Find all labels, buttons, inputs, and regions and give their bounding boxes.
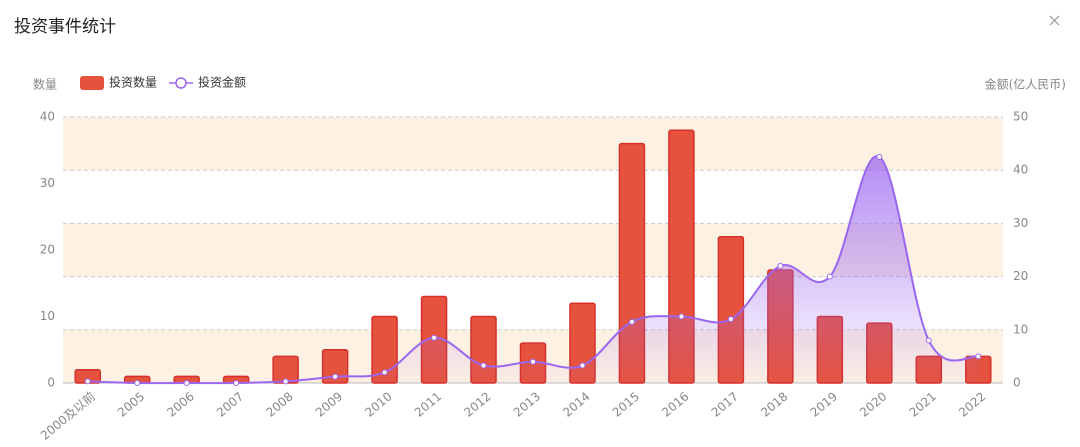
y-tick-label: 10 — [40, 309, 55, 323]
chart-title: 投资事件统计 — [14, 17, 116, 37]
x-tick-label: 2020 — [857, 389, 889, 419]
x-tick-label: 2015 — [610, 389, 642, 419]
x-tick-label: 2019 — [808, 389, 840, 419]
line-point — [826, 273, 833, 280]
line-point — [233, 380, 240, 386]
line-point — [925, 337, 932, 344]
y2-tick-label: 50 — [1013, 110, 1028, 124]
legend-swatch — [175, 77, 187, 89]
y2-tick-label: 30 — [1013, 216, 1028, 230]
legend-label: 投资数量 — [109, 75, 157, 90]
x-tick-label: 2016 — [659, 389, 691, 419]
line-point — [628, 318, 635, 325]
y2-tick-label: 10 — [1013, 322, 1028, 336]
x-tick-label: 2007 — [214, 389, 246, 419]
line-point — [134, 380, 141, 386]
line-point — [876, 153, 883, 160]
split-area — [63, 117, 1003, 171]
y-tick-label: 30 — [40, 176, 55, 190]
line-point — [381, 369, 388, 376]
x-tick-label: 2011 — [412, 389, 444, 419]
x-tick-label: 2005 — [115, 389, 147, 419]
x-tick-label: 2008 — [263, 389, 295, 419]
y2-tick-label: 20 — [1013, 269, 1028, 283]
close-button[interactable] — [1049, 15, 1060, 26]
x-tick-label: 2006 — [164, 389, 196, 419]
y-tick-label: 40 — [40, 110, 55, 124]
x-tick-label: 2000及以前 — [37, 388, 98, 442]
line-point — [579, 362, 586, 369]
y-tick-label: 20 — [40, 243, 55, 257]
x-tick-label: 2018 — [758, 389, 790, 419]
x-tick-label: 2012 — [461, 389, 493, 419]
x-tick-label: 2010 — [362, 389, 394, 419]
y2-tick-label: 0 — [1013, 376, 1021, 390]
line-point — [975, 353, 982, 360]
line-point — [332, 373, 339, 380]
line-point — [183, 380, 190, 386]
line-point — [282, 378, 289, 385]
x-tick-label: 2021 — [907, 389, 939, 419]
x-tick-label: 2017 — [709, 389, 741, 419]
y-axis-label: 数量 — [33, 77, 57, 92]
legend-label: 投资金额 — [198, 75, 246, 90]
y2-axis-label: 金额(亿人民币) — [985, 77, 1066, 92]
legend-swatch — [80, 76, 104, 90]
y2-tick-label: 40 — [1013, 163, 1028, 177]
x-tick-label: 2013 — [511, 389, 543, 419]
line-point — [530, 358, 536, 365]
line-point — [431, 334, 438, 341]
line — [87, 155, 979, 385]
x-tick-label: 2009 — [313, 389, 345, 419]
line-point — [84, 378, 91, 385]
x-tick-label: 2022 — [956, 389, 988, 419]
line-point — [678, 313, 685, 320]
x-tick-label: 2014 — [560, 389, 592, 419]
line-point — [480, 362, 487, 369]
line-point — [777, 262, 784, 269]
line-point — [727, 316, 734, 323]
y-tick-label: 0 — [47, 376, 55, 390]
line-area — [87, 156, 979, 384]
close-icon — [1049, 15, 1060, 26]
